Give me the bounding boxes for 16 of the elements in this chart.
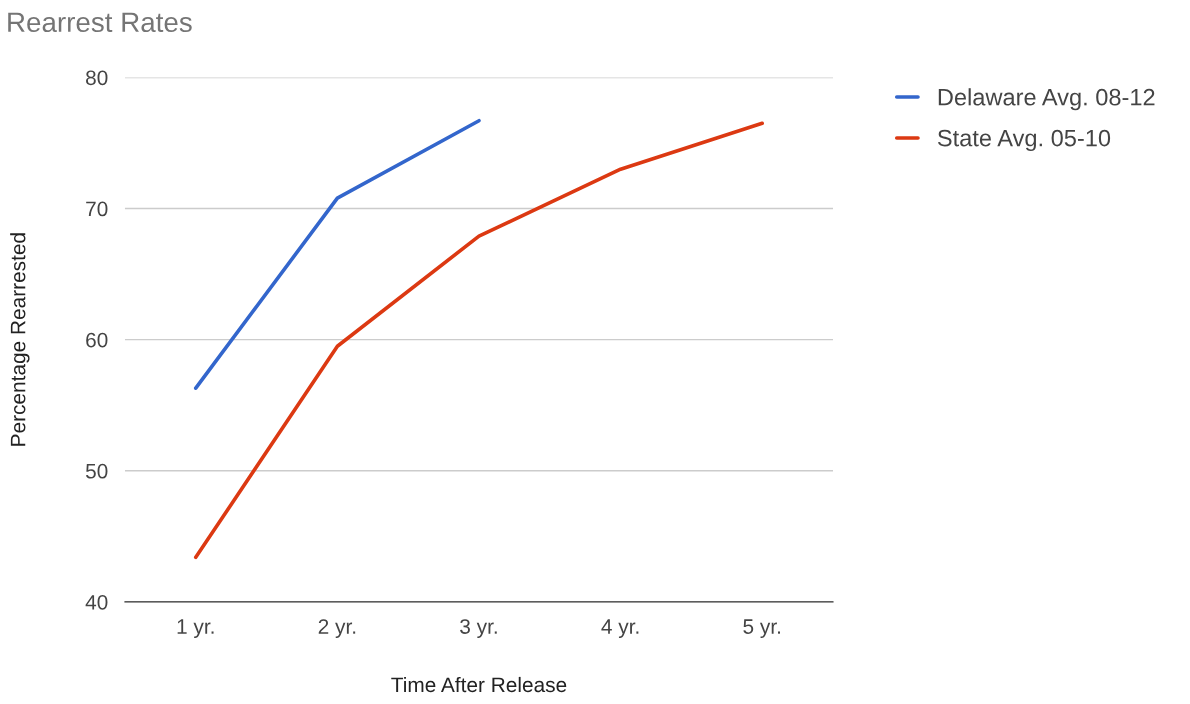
y-tick-label: 50 — [85, 463, 108, 479]
legend-label: State Avg. 05-10 — [937, 129, 1111, 152]
x-tick-label: 1 yr. — [177, 619, 214, 639]
x-tick-label: 3 yr. — [460, 619, 497, 639]
line-series — [193, 121, 765, 560]
y-tick-label: 80 — [86, 70, 108, 86]
x-tick-label: 4 yr. — [601, 619, 639, 639]
x-axis-title: Time After Release — [391, 676, 567, 693]
y-tick-label: 70 — [86, 201, 108, 217]
y-tick-label: 60 — [86, 332, 108, 348]
y-axis-title: Percentage Rearrested — [10, 233, 30, 446]
y-tick-label: 40 — [85, 594, 108, 610]
x-tick-label: 5 yr. — [743, 619, 780, 639]
legend-label: Delaware Avg. 08-12 — [938, 88, 1155, 111]
chart-title: Rearrest Rates — [8, 12, 192, 33]
x-tick-label: 2 yr. — [318, 619, 356, 639]
